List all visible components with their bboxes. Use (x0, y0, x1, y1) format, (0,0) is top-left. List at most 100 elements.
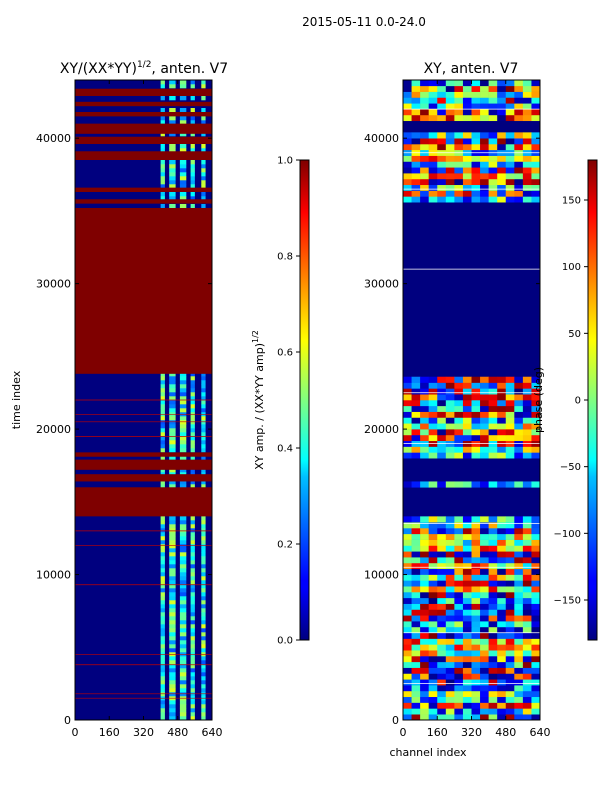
panel1-ylabel: time index (10, 370, 23, 429)
panel2-cell (514, 609, 524, 616)
panel2-cell (403, 516, 412, 523)
panel2-cell (522, 178, 532, 186)
panel1-cell (190, 84, 195, 89)
panel2-cell (411, 714, 421, 720)
panel1-cell (160, 408, 165, 413)
panel1-cell (169, 572, 176, 577)
panel1-cell (201, 472, 206, 477)
panel1-cell (201, 532, 206, 537)
colorbar-amplitude: 0.00.20.40.60.81.0 XY amp. / (XX*YY amp)… (251, 156, 310, 647)
panel1-cell (169, 428, 176, 433)
panel1-cell (201, 132, 206, 137)
panel1-cell (190, 96, 195, 101)
panel2-cell (454, 574, 464, 581)
panel2-cell (454, 714, 464, 720)
panel2-cell (411, 481, 421, 488)
panel1-cell (190, 604, 195, 609)
panel1-cell (190, 164, 195, 169)
panel1-cell (169, 652, 176, 657)
panel2-cell (437, 626, 447, 634)
panel2-cell (445, 568, 455, 575)
panel2-cell (437, 708, 447, 715)
panel1-cell (201, 528, 206, 533)
panel2-cell (428, 597, 438, 604)
panel2-cell (522, 702, 532, 709)
panel2-cell (437, 615, 447, 622)
panel2-cell (514, 417, 524, 424)
panel2-cell (428, 592, 438, 599)
panel1-saturated-band (75, 452, 212, 457)
panel1-xtick-label: 640 (202, 726, 223, 739)
panel2-cell (471, 702, 481, 709)
panel2-cell (480, 155, 489, 162)
panel2-cell (522, 661, 532, 668)
panel2-cell (514, 167, 524, 174)
panel2-cell (522, 411, 532, 418)
panel1-cell (160, 612, 165, 617)
panel2-cell (505, 400, 515, 407)
panel2-cell (437, 429, 447, 436)
panel2-cell (454, 394, 464, 401)
panel1-cell (190, 628, 195, 633)
panel1-cell (190, 524, 195, 529)
panel2-cell (411, 586, 421, 593)
panel2-cell (454, 388, 464, 395)
panel1-heatmap (75, 80, 212, 720)
panel2-cell (497, 173, 507, 180)
panel2-cell (411, 708, 421, 715)
panel2-cell (505, 132, 515, 139)
panel1-cell (201, 180, 206, 185)
panel1-cell (201, 376, 206, 381)
panel1-cell (169, 380, 176, 385)
panel1-cell (160, 372, 165, 377)
panel2-cell (454, 196, 464, 203)
panel2-cell (497, 190, 507, 197)
panel2-cell (522, 423, 532, 430)
panel1-cell (179, 408, 187, 413)
panel2-cell (403, 405, 412, 412)
panel2-cell (454, 80, 464, 87)
panel2-cell (514, 155, 524, 162)
panel2-cell (471, 679, 481, 686)
panel2-cell (471, 405, 481, 412)
panel1-cell (160, 536, 165, 541)
panel1-cell (190, 620, 195, 625)
panel1-cell (179, 568, 187, 573)
panel2-cell (531, 574, 540, 581)
panel2-cell (445, 580, 455, 587)
panel2-cell (462, 522, 472, 529)
panel2-cell (497, 434, 507, 442)
panel1-cell (190, 144, 195, 149)
panel1-cell (179, 576, 187, 581)
panel1-cell (169, 176, 176, 181)
panel2-cell (531, 446, 540, 453)
panel2-cell (497, 656, 507, 663)
panel2-cell (428, 516, 438, 523)
panel1-cell (160, 160, 165, 165)
panel2-cell (454, 178, 464, 186)
panel1-cell (201, 668, 206, 673)
panel1-cell (169, 640, 176, 645)
panel2-cell (531, 161, 540, 168)
panel2-cell (454, 667, 464, 674)
panel2-cell (454, 167, 464, 174)
panel1-cell (201, 372, 206, 377)
panel1-cell (190, 384, 195, 389)
panel2-cell (497, 429, 507, 436)
panel2-cell (480, 138, 489, 145)
panel1-cell (179, 700, 187, 705)
panel2-cell (445, 103, 455, 110)
panel1-cell (201, 700, 206, 705)
panel1-cell (160, 704, 165, 709)
panel2-cell (445, 91, 455, 98)
panel2-cell (445, 376, 455, 383)
panel1-cell (169, 612, 176, 617)
panel2-cell (497, 481, 507, 488)
panel2-cell (522, 167, 532, 174)
panel2-cell (420, 103, 429, 110)
panel2-cell (428, 173, 438, 180)
panel2-cell (497, 138, 507, 145)
panel2-cell (505, 644, 515, 651)
panel1-cell (160, 644, 165, 649)
panel2-cell (428, 539, 438, 546)
